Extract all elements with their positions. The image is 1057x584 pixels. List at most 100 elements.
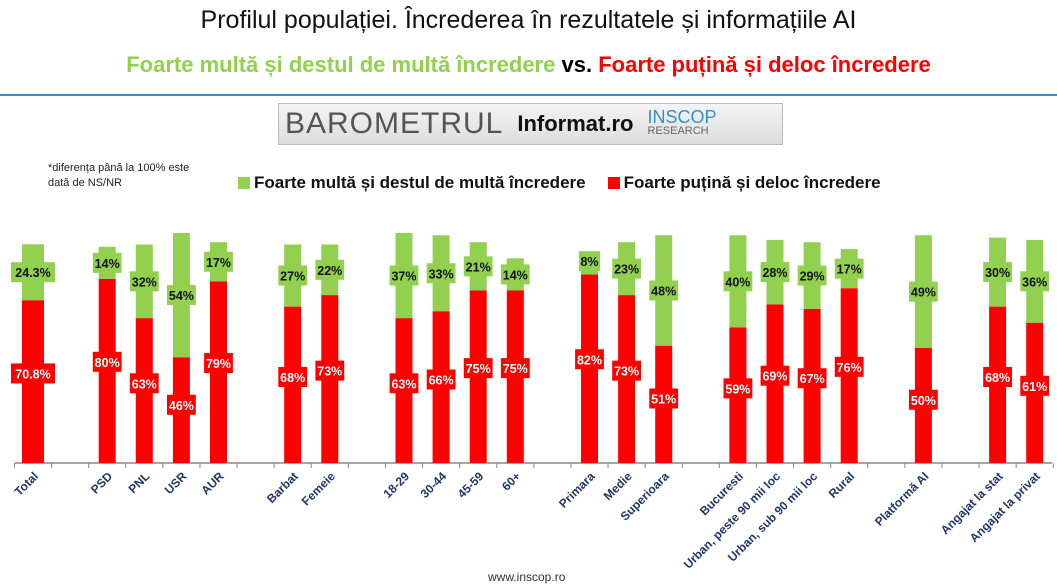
data-label-red-bg xyxy=(129,373,159,394)
x-tick-label: Primara xyxy=(556,469,598,511)
data-label-red-bg xyxy=(500,358,530,379)
legend: Foarte multă și destul de multă încreder… xyxy=(238,173,881,193)
data-label-red-bg xyxy=(278,366,308,387)
data-label-green-bg xyxy=(315,259,345,280)
data-label-green: 32% xyxy=(132,275,157,289)
data-label-green: 28% xyxy=(762,266,787,280)
data-label-red-bg xyxy=(797,368,827,389)
footer-url: www.inscop.ro xyxy=(488,570,566,584)
data-label-green-bg xyxy=(204,251,233,272)
x-tick-label: Angajat la stat xyxy=(938,469,1006,537)
data-label-green: 37% xyxy=(391,270,416,284)
logo-banner: BAROMETRUL Informat.ro INSCOP RESEARCH xyxy=(278,103,783,145)
data-label-green: 48% xyxy=(651,285,676,299)
data-label-green: 36% xyxy=(1022,275,1047,289)
data-label-red: 59% xyxy=(725,382,750,396)
data-label-green: 23% xyxy=(614,263,639,277)
x-tick-label: Medie xyxy=(601,469,635,503)
data-label-green: 17% xyxy=(837,263,862,277)
data-label-red-bg xyxy=(983,366,1012,387)
data-label-red: 51% xyxy=(651,392,676,406)
data-label-red-bg xyxy=(723,378,753,399)
data-label-green-bg xyxy=(426,263,456,284)
data-label-green-bg xyxy=(167,285,196,306)
x-tick-label: Platformă AI xyxy=(872,469,932,529)
data-label-green-bg xyxy=(578,251,601,272)
data-label-green-bg xyxy=(797,265,827,286)
data-label-green-bg xyxy=(834,258,864,279)
x-tick-label: Angajat la privat xyxy=(967,469,1043,545)
data-label-green: 14% xyxy=(503,268,528,282)
data-label-green: 24.3% xyxy=(15,266,50,280)
data-label-red: 76% xyxy=(837,361,862,375)
data-label-red: 75% xyxy=(466,362,491,376)
data-label-green: 22% xyxy=(317,264,342,278)
data-label-green: 29% xyxy=(800,270,825,284)
data-label-green-bg xyxy=(760,262,790,283)
data-label-green: 14% xyxy=(95,257,120,271)
data-label-green-bg xyxy=(1020,271,1050,292)
data-label-red-bg xyxy=(11,363,55,384)
data-label-red-bg xyxy=(389,373,419,394)
data-label-green-bg xyxy=(463,256,493,277)
footnote: *diferența până la 100% este dată de NS/… xyxy=(48,162,190,189)
logo-informat: Informat.ro xyxy=(517,111,634,136)
legend-swatch-green xyxy=(238,177,250,189)
data-label-red-bg xyxy=(649,388,679,409)
x-tick-label: PNL xyxy=(126,469,153,496)
data-label-green-bg xyxy=(129,271,159,292)
x-tick-label: PSD xyxy=(88,469,116,497)
data-label-red-bg xyxy=(612,360,641,381)
data-label-green-bg xyxy=(92,252,122,273)
x-tick-label: Barbat xyxy=(264,469,301,506)
data-label-red-bg xyxy=(760,365,790,386)
data-label-red-bg xyxy=(426,369,456,390)
header-divider xyxy=(0,94,1057,96)
data-label-red: 63% xyxy=(391,377,416,391)
legend-label-red: Foarte puțină și deloc încredere xyxy=(623,173,881,192)
data-label-red-bg xyxy=(92,351,122,372)
subtitle-red: Foarte puțină și deloc încredere xyxy=(598,52,931,77)
data-label-red-bg xyxy=(575,349,604,370)
x-tick-label: 30-44 xyxy=(418,469,450,501)
data-label-red: 67% xyxy=(800,372,825,386)
logo-inscop: INSCOP RESEARCH xyxy=(647,107,717,138)
data-label-green-bg xyxy=(612,258,641,279)
logo-inscop-text: INSCOP xyxy=(647,107,717,127)
data-label-green: 27% xyxy=(280,270,305,284)
data-label-red: 46% xyxy=(169,399,194,413)
data-label-green: 30% xyxy=(985,266,1010,280)
data-label-green-bg xyxy=(909,281,938,302)
legend-item-green: Foarte multă și destul de multă încreder… xyxy=(238,173,586,193)
data-label-green-bg xyxy=(723,271,753,292)
data-label-green: 40% xyxy=(725,275,750,289)
logo-research-text: RESEARCH xyxy=(647,125,709,137)
data-label-green: 49% xyxy=(911,286,936,300)
data-label-red-bg xyxy=(1020,375,1050,396)
data-label-green: 8% xyxy=(580,255,598,269)
data-label-red: 66% xyxy=(429,374,454,388)
data-label-red: 61% xyxy=(1022,380,1047,394)
data-label-green-bg xyxy=(500,264,530,285)
data-label-green-bg xyxy=(11,262,55,283)
data-label-red: 73% xyxy=(614,365,639,379)
x-tick-label: 45-59 xyxy=(455,469,487,501)
data-label-red: 69% xyxy=(762,370,787,384)
x-tick-label: Rural xyxy=(826,469,858,501)
x-tick-label: 60+ xyxy=(499,469,523,493)
data-label-red-bg xyxy=(167,394,196,415)
x-tick-label: USR xyxy=(162,469,190,497)
x-tick-label: AUR xyxy=(198,469,227,498)
data-label-red: 68% xyxy=(280,371,305,385)
data-label-green-bg xyxy=(389,265,419,286)
data-label-green: 21% xyxy=(466,260,491,274)
legend-swatch-red xyxy=(607,177,620,189)
x-tick-label: 18-29 xyxy=(381,469,413,501)
data-label-red-bg xyxy=(315,360,345,381)
data-label-red: 82% xyxy=(577,353,602,367)
logo-barometrul: BAROMETRUL xyxy=(285,107,504,140)
data-label-red: 63% xyxy=(132,377,157,391)
data-label-green-bg xyxy=(649,280,679,301)
data-label-red: 68% xyxy=(985,371,1010,385)
